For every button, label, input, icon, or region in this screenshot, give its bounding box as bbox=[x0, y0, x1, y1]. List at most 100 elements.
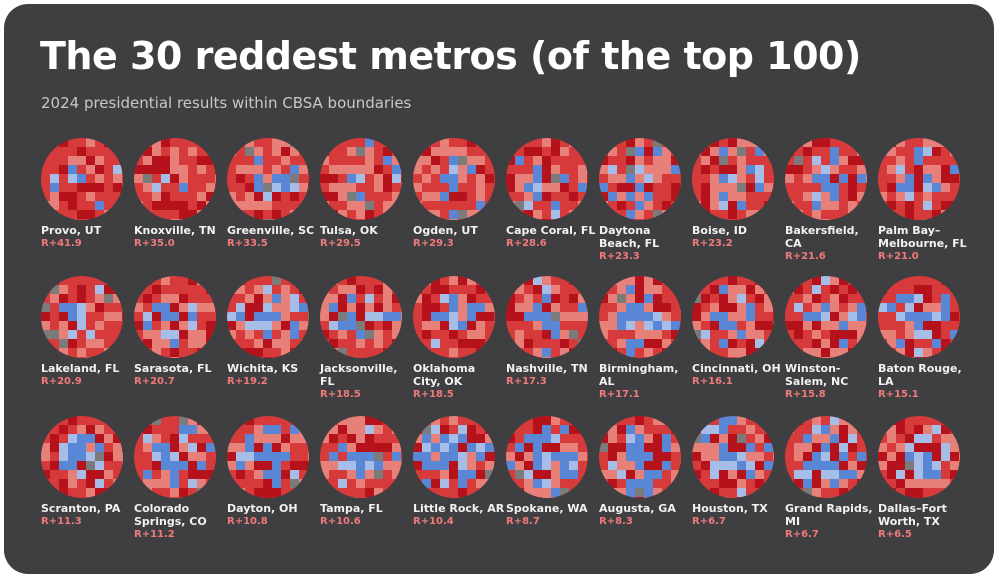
metro-item: Tulsa, OK R+29.5 bbox=[320, 138, 410, 250]
metro-map-disc bbox=[506, 138, 588, 220]
metro-name: Little Rock, AR bbox=[413, 502, 505, 515]
metro-name: Winston-Salem, NC bbox=[785, 362, 849, 388]
metro-item: Palm Bay–Melbourne, FL R+21.0 bbox=[878, 138, 968, 263]
metro-grid: Provo, UT R+41.9 Knoxville, TN R+35.0 Greenv… bbox=[4, 4, 994, 574]
metro-name: Wichita, KS bbox=[227, 362, 299, 375]
metro-margin: R+41.9 bbox=[41, 238, 82, 249]
metro-margin: R+18.5 bbox=[320, 389, 361, 400]
metro-item: Little Rock, AR R+10.4 bbox=[413, 416, 505, 528]
metro-margin: R+15.1 bbox=[878, 389, 919, 400]
infographic-card: The 30 reddest metros (of the top 100) 2… bbox=[4, 4, 994, 574]
metro-margin: R+28.6 bbox=[506, 238, 547, 249]
metro-name: Scranton, PA bbox=[41, 502, 121, 515]
metro-map-disc bbox=[878, 416, 960, 498]
metro-item: Daytona Beach, FL R+23.3 bbox=[599, 138, 689, 263]
metro-map-disc bbox=[227, 276, 309, 358]
metro-margin: R+29.3 bbox=[413, 238, 454, 249]
metro-map-disc bbox=[320, 416, 402, 498]
metro-margin: R+6.5 bbox=[878, 529, 912, 540]
metro-item: Dayton, OH R+10.8 bbox=[227, 416, 317, 528]
metro-margin: R+10.4 bbox=[413, 516, 454, 527]
metro-item: Houston, TX R+6.7 bbox=[692, 416, 782, 528]
metro-margin: R+18.5 bbox=[413, 389, 454, 400]
metro-item: Sarasota, FL R+20.7 bbox=[134, 276, 224, 388]
metro-margin: R+23.2 bbox=[692, 238, 733, 249]
metro-name: Houston, TX bbox=[692, 502, 768, 515]
metro-map-disc bbox=[413, 276, 495, 358]
metro-map-disc bbox=[692, 138, 774, 220]
metro-name: Dallas–Fort Worth, TX bbox=[878, 502, 947, 528]
metro-map-disc bbox=[599, 138, 681, 220]
metro-map-disc bbox=[41, 138, 123, 220]
metro-map-disc bbox=[692, 276, 774, 358]
metro-margin: R+15.8 bbox=[785, 389, 826, 400]
metro-margin: R+10.6 bbox=[320, 516, 361, 527]
metro-item: Greenville, SC R+33.5 bbox=[227, 138, 317, 250]
metro-name: Sarasota, FL bbox=[134, 362, 212, 375]
metro-name: Cincinnati, OH bbox=[692, 362, 781, 375]
metro-margin: R+29.5 bbox=[320, 238, 361, 249]
metro-name: Boise, ID bbox=[692, 224, 747, 237]
metro-item: Colorado Springs, CO R+11.2 bbox=[134, 416, 224, 541]
metro-item: Jacksonville, FL R+18.5 bbox=[320, 276, 410, 401]
metro-margin: R+20.9 bbox=[41, 376, 82, 387]
metro-map-disc bbox=[599, 276, 681, 358]
metro-name: Spokane, WA bbox=[506, 502, 588, 515]
metro-margin: R+35.0 bbox=[134, 238, 175, 249]
page-title: The 30 reddest metros (of the top 100) bbox=[40, 34, 861, 78]
page-subtitle: 2024 presidential results within CBSA bo… bbox=[41, 94, 412, 112]
metro-item: Cincinnati, OH R+16.1 bbox=[692, 276, 782, 388]
metro-item: Nashville, TN R+17.3 bbox=[506, 276, 596, 388]
metro-map-disc bbox=[506, 416, 588, 498]
metro-margin: R+6.7 bbox=[692, 516, 726, 527]
metro-name: Oklahoma City, OK bbox=[413, 362, 476, 388]
metro-item: Augusta, GA R+8.3 bbox=[599, 416, 689, 528]
metro-margin: R+17.1 bbox=[599, 389, 640, 400]
metro-name: Palm Bay–Melbourne, FL bbox=[878, 224, 967, 250]
metro-margin: R+10.8 bbox=[227, 516, 268, 527]
metro-item: Provo, UT R+41.9 bbox=[41, 138, 131, 250]
metro-item: Lakeland, FL R+20.9 bbox=[41, 276, 131, 388]
metro-map-disc bbox=[878, 276, 960, 358]
metro-map-disc bbox=[320, 138, 402, 220]
metro-item: Tampa, FL R+10.6 bbox=[320, 416, 410, 528]
metro-map-disc bbox=[692, 416, 774, 498]
metro-margin: R+11.2 bbox=[134, 529, 175, 540]
metro-map-disc bbox=[227, 416, 309, 498]
metro-map-disc bbox=[413, 416, 495, 498]
metro-item: Spokane, WA R+8.7 bbox=[506, 416, 596, 528]
metro-name: Knoxville, TN bbox=[134, 224, 216, 237]
metro-name: Tampa, FL bbox=[320, 502, 383, 515]
metro-item: Birmingham, AL R+17.1 bbox=[599, 276, 689, 401]
metro-map-disc bbox=[506, 276, 588, 358]
metro-name: Birmingham, AL bbox=[599, 362, 679, 388]
metro-name: Cape Coral, FL bbox=[506, 224, 596, 237]
metro-item: Scranton, PA R+11.3 bbox=[41, 416, 131, 528]
metro-margin: R+20.7 bbox=[134, 376, 175, 387]
metro-margin: R+23.3 bbox=[599, 251, 640, 262]
metro-item: Dallas–Fort Worth, TX R+6.5 bbox=[878, 416, 968, 541]
metro-map-disc bbox=[320, 276, 402, 358]
metro-item: Cape Coral, FL R+28.6 bbox=[506, 138, 596, 250]
metro-name: Nashville, TN bbox=[506, 362, 588, 375]
metro-name: Jacksonville, FL bbox=[320, 362, 398, 388]
metro-margin: R+8.7 bbox=[506, 516, 540, 527]
metro-map-disc bbox=[41, 416, 123, 498]
metro-item: Ogden, UT R+29.3 bbox=[413, 138, 503, 250]
metro-margin: R+6.7 bbox=[785, 529, 819, 540]
metro-map-disc bbox=[227, 138, 309, 220]
metro-name: Bakersfield, CA bbox=[785, 224, 859, 250]
metro-map-disc bbox=[134, 276, 216, 358]
metro-name: Daytona Beach, FL bbox=[599, 224, 660, 250]
metro-map-disc bbox=[878, 138, 960, 220]
metro-margin: R+8.3 bbox=[599, 516, 633, 527]
metro-item: Boise, ID R+23.2 bbox=[692, 138, 782, 250]
metro-name: Augusta, GA bbox=[599, 502, 676, 515]
metro-name: Provo, UT bbox=[41, 224, 102, 237]
metro-name: Baton Rouge, LA bbox=[878, 362, 962, 388]
metro-margin: R+21.6 bbox=[785, 251, 826, 262]
metro-name: Tulsa, OK bbox=[320, 224, 378, 237]
metro-name: Dayton, OH bbox=[227, 502, 298, 515]
metro-map-disc bbox=[785, 416, 867, 498]
metro-name: Ogden, UT bbox=[413, 224, 478, 237]
